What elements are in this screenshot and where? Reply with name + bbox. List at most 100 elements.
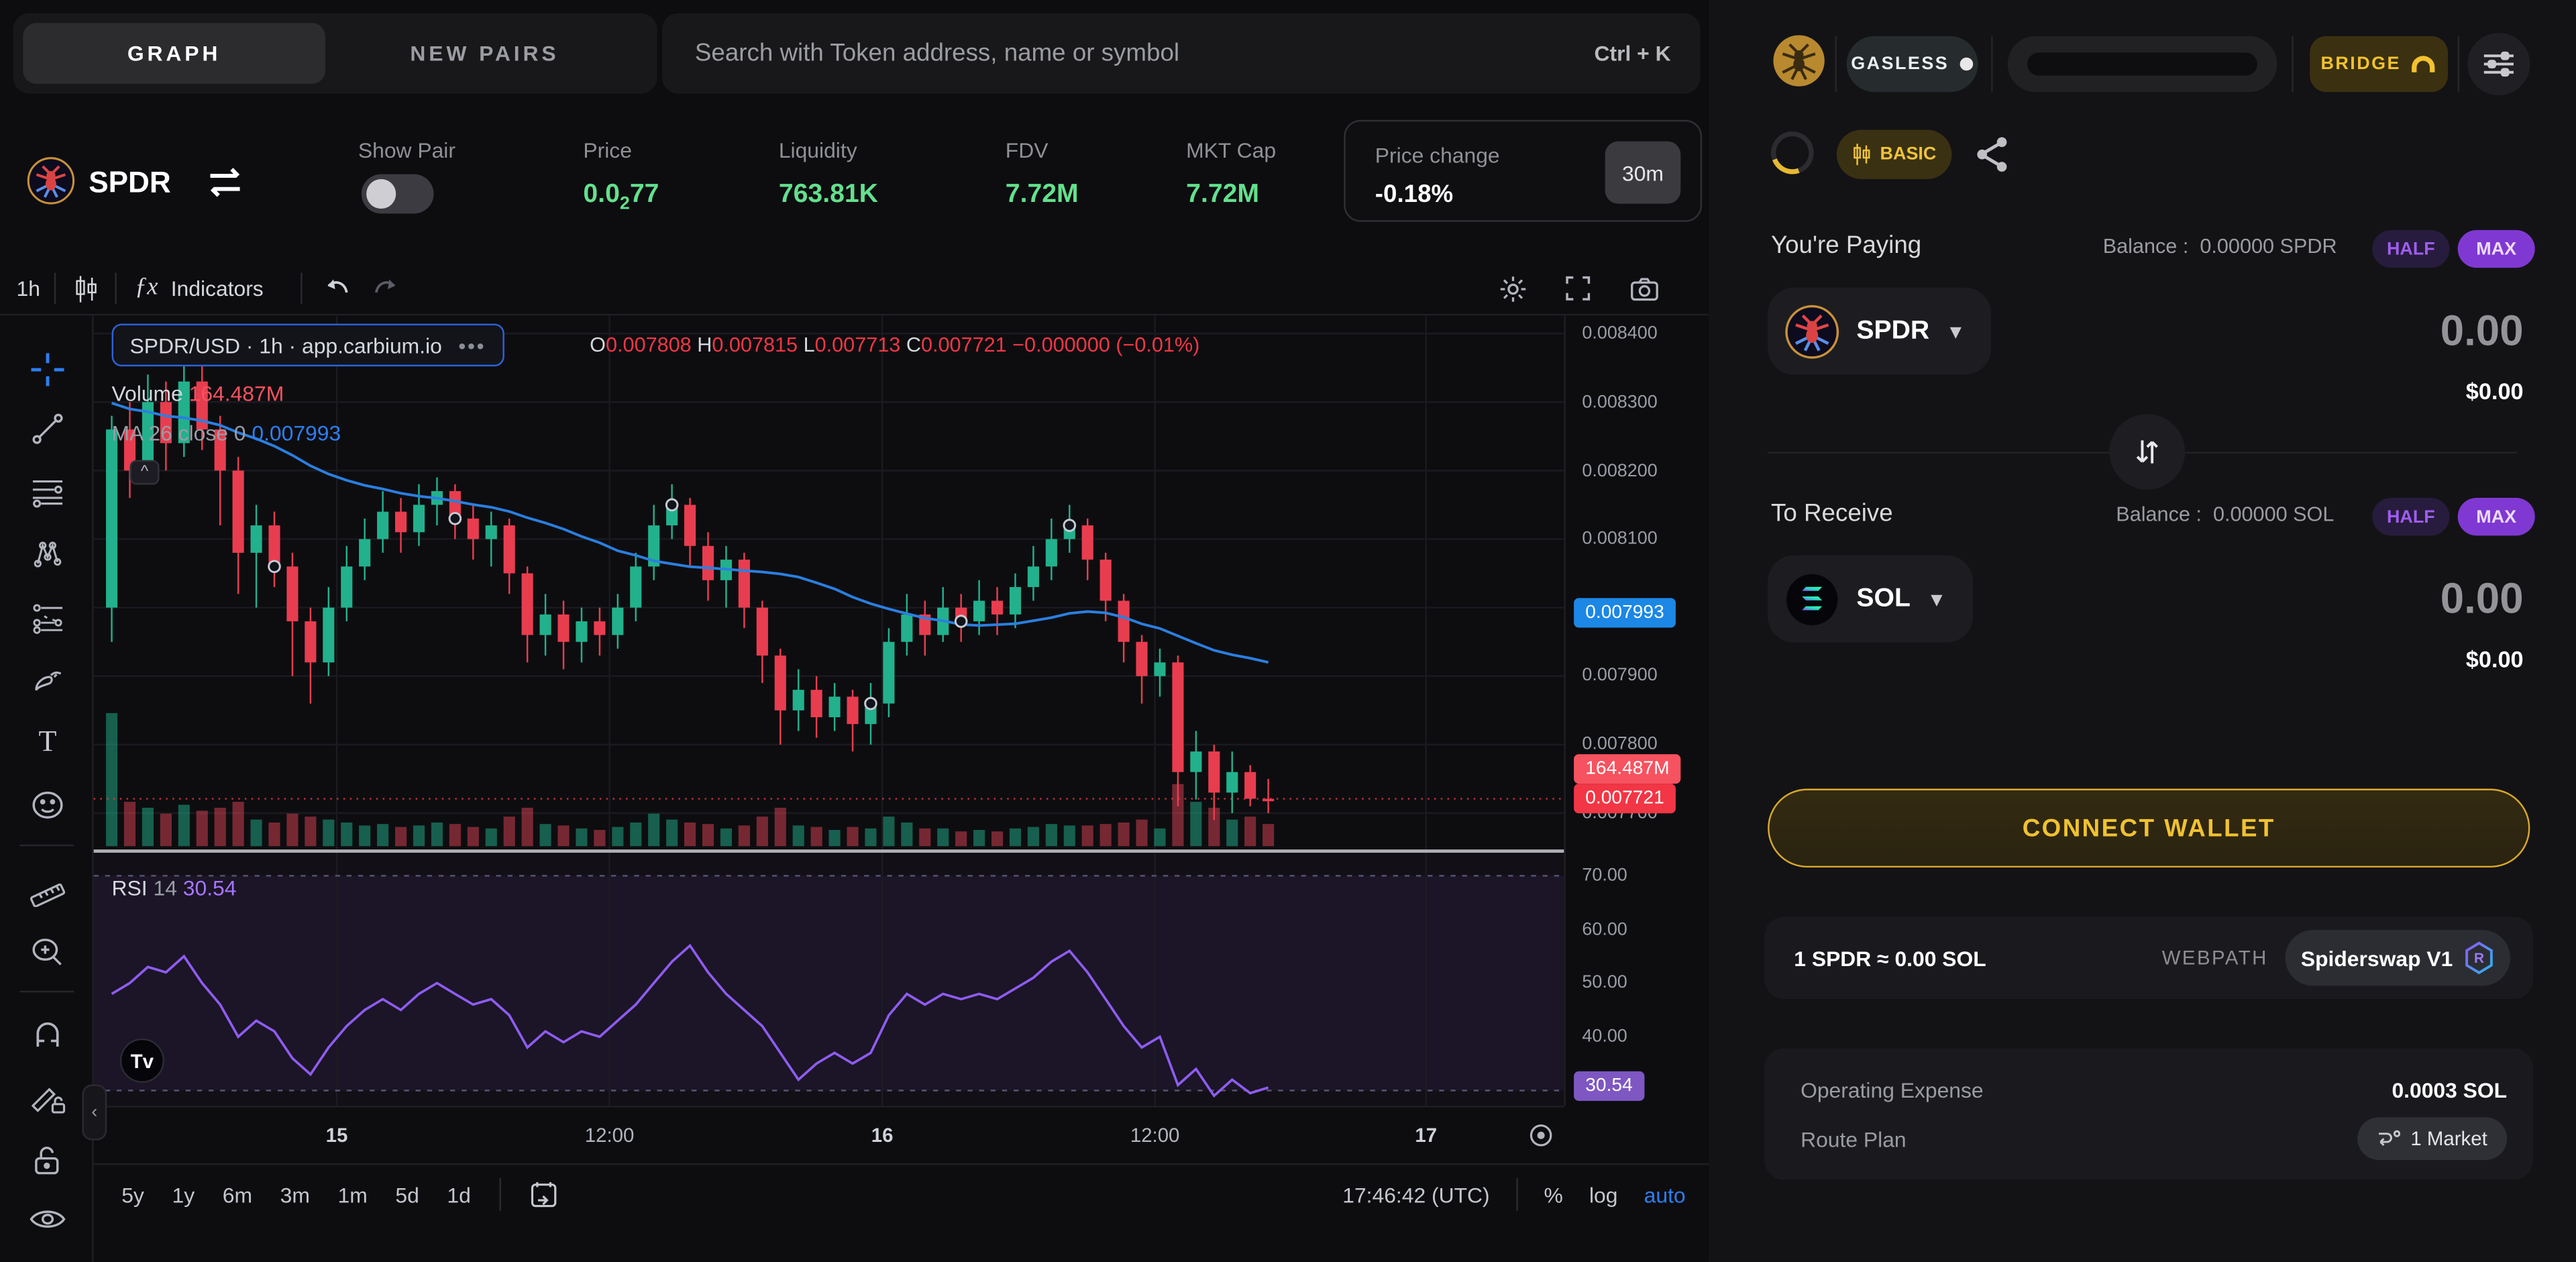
pattern-tool-icon[interactable] [30,535,66,572]
range-5d[interactable]: 5d [395,1182,419,1207]
snapshot-camera-icon[interactable] [1629,263,1659,314]
percent-scale-button[interactable]: % [1544,1182,1563,1207]
time-label: 16 [871,1124,894,1147]
token-search[interactable]: Ctrl + K [661,13,1701,94]
svg-text:R: R [2474,951,2484,966]
pane-resize-handle[interactable] [93,849,1564,853]
ruler-tool-icon[interactable] [30,871,66,907]
range-5y[interactable]: 5y [121,1182,144,1207]
tab-new-pairs[interactable]: NEW PAIRS [410,41,559,66]
fullscreen-icon[interactable] [1564,263,1592,314]
price-pre: 0.0 [583,180,620,209]
search-input[interactable] [692,38,1595,69]
range-6m[interactable]: 6m [222,1182,252,1207]
fx-icon: ƒx [134,274,158,301]
paying-amount-input[interactable]: 0.00 [2440,305,2524,355]
route-plan-value: 1 Market [2410,1127,2487,1151]
receive-token-selector[interactable]: SOL ▼ [1768,555,1973,643]
bridge-button[interactable]: BRIDGE [2310,36,2448,93]
time-label: 15 [325,1124,348,1147]
symbol-legend-text: SPDR/USD · 1h · app.carbium.io [129,332,442,358]
time-axis[interactable]: 15 12:00 16 12:00 17 [93,1106,1564,1163]
axis-settings-icon[interactable] [1528,1122,1554,1149]
tradingview-logo[interactable]: Tv [119,1038,164,1083]
paying-token-selector[interactable]: SPDR ▼ [1768,287,1992,375]
brush-tool-icon[interactable] [30,662,66,698]
settings-sliders-icon[interactable] [2467,32,2530,96]
volume-value: 164.487M [189,381,284,406]
mktcap-value: 7.72M [1186,180,1260,209]
indicators-button[interactable]: Indicators [170,276,264,301]
text-tool-icon[interactable]: T [38,723,57,757]
interval-button[interactable]: 1h [16,276,40,301]
rate-text: 1 SPDR ≈ 0.00 SOL [1794,945,1986,971]
drawing-lock-tool-icon[interactable] [30,1080,66,1116]
paying-max-button[interactable]: MAX [2457,229,2535,268]
spider-coin-icon[interactable] [1771,33,1827,89]
chart-plot[interactable]: SPDR/USD · 1h · app.carbium.io ••• O0.00… [93,315,1564,1106]
range-3m[interactable]: 3m [280,1182,310,1207]
symbol-legend[interactable]: SPDR/USD · 1h · app.carbium.io ••• [111,323,504,367]
gasless-toggle[interactable]: GASLESS [1846,36,1978,93]
zoom-in-tool-icon[interactable] [30,935,66,971]
undo-icon[interactable] [322,263,352,314]
legend-more-icon[interactable]: ••• [458,332,486,358]
axis-label: 0.007800 [1582,734,1658,755]
receive-label: To Receive [1771,499,1893,528]
redo-icon[interactable] [371,263,400,314]
range-1y[interactable]: 1y [172,1182,195,1207]
share-icon[interactable] [1975,135,2011,174]
webpath-provider[interactable]: Spiderswap V1 R [2284,930,2511,986]
ma-price-badge: 0.007993 [1574,598,1676,628]
last-price-badge: 0.007721 [1574,784,1676,814]
crosshair-tool-icon[interactable] [30,352,66,388]
ma-value: 0.007993 [252,420,341,445]
ma-label: MA 26 close 0 [111,420,246,445]
swap-direction-button[interactable] [2109,414,2186,490]
price-label: Price [583,138,632,163]
trend-line-tool-icon[interactable] [30,411,66,447]
toolbar-collapse-icon[interactable]: ‹ [82,1084,107,1141]
gasless-label: GASLESS [1851,54,1949,74]
magnet-tool-icon[interactable] [30,1017,66,1053]
connect-wallet-button[interactable]: CONNECT WALLET [1768,788,2530,868]
legend-expand-chip[interactable]: ^ [129,460,160,485]
chart-settings-icon[interactable] [1498,263,1527,314]
receive-amount-input[interactable]: 0.00 [2440,573,2524,623]
rsi-pane[interactable] [93,853,1564,1106]
price-axis[interactable]: 0.008400 0.008300 0.008200 0.008100 0.00… [1564,315,1709,1106]
axis-label: 0.008300 [1582,392,1658,413]
chevron-down-icon: ▼ [1945,319,1966,343]
tab-graph[interactable]: GRAPH [23,23,325,84]
position-tool-icon[interactable] [30,600,66,636]
auto-scale-button[interactable]: auto [1644,1182,1686,1207]
route-plan-badge[interactable]: 1 Market [2358,1117,2508,1160]
mktcap-label: MKT Cap [1186,138,1277,163]
chart-style-icon[interactable] [70,263,100,314]
swap-pair-icon[interactable] [204,164,247,201]
swap-panel: GASLESS BRIDGE BASIC You're Paying Balan… [1708,0,2576,1262]
rsi-label: RSI [111,876,148,901]
show-pair-toggle[interactable] [361,174,434,214]
token-avatar [26,156,75,205]
volume-badge: 164.487M [1574,754,1681,784]
log-scale-button[interactable]: log [1589,1182,1618,1207]
lock-all-tool-icon[interactable] [30,1142,66,1178]
fdv-label: FDV [1005,138,1049,163]
fib-lines-tool-icon[interactable] [30,473,66,509]
range-1d[interactable]: 1d [447,1182,471,1207]
range-1m[interactable]: 1m [337,1182,368,1207]
emoji-tool-icon[interactable] [30,787,66,823]
refresh-loader [1764,124,1821,182]
spdr-token-icon [1785,304,1839,358]
paying-half-button[interactable]: HALF [2372,229,2450,268]
mode-badge[interactable]: BASIC [1836,129,1952,179]
receive-max-button[interactable]: MAX [2457,498,2535,536]
price-change-period-button[interactable]: 30m [1605,141,1681,204]
receive-half-button[interactable]: HALF [2372,498,2450,536]
hide-all-tool-icon[interactable] [30,1201,66,1237]
balance-value: 0.00000 SPDR [2200,235,2337,258]
operating-expense-label: Operating Expense [1801,1077,1984,1102]
price-pane[interactable] [93,315,1564,850]
go-to-date-icon[interactable] [529,1179,558,1209]
